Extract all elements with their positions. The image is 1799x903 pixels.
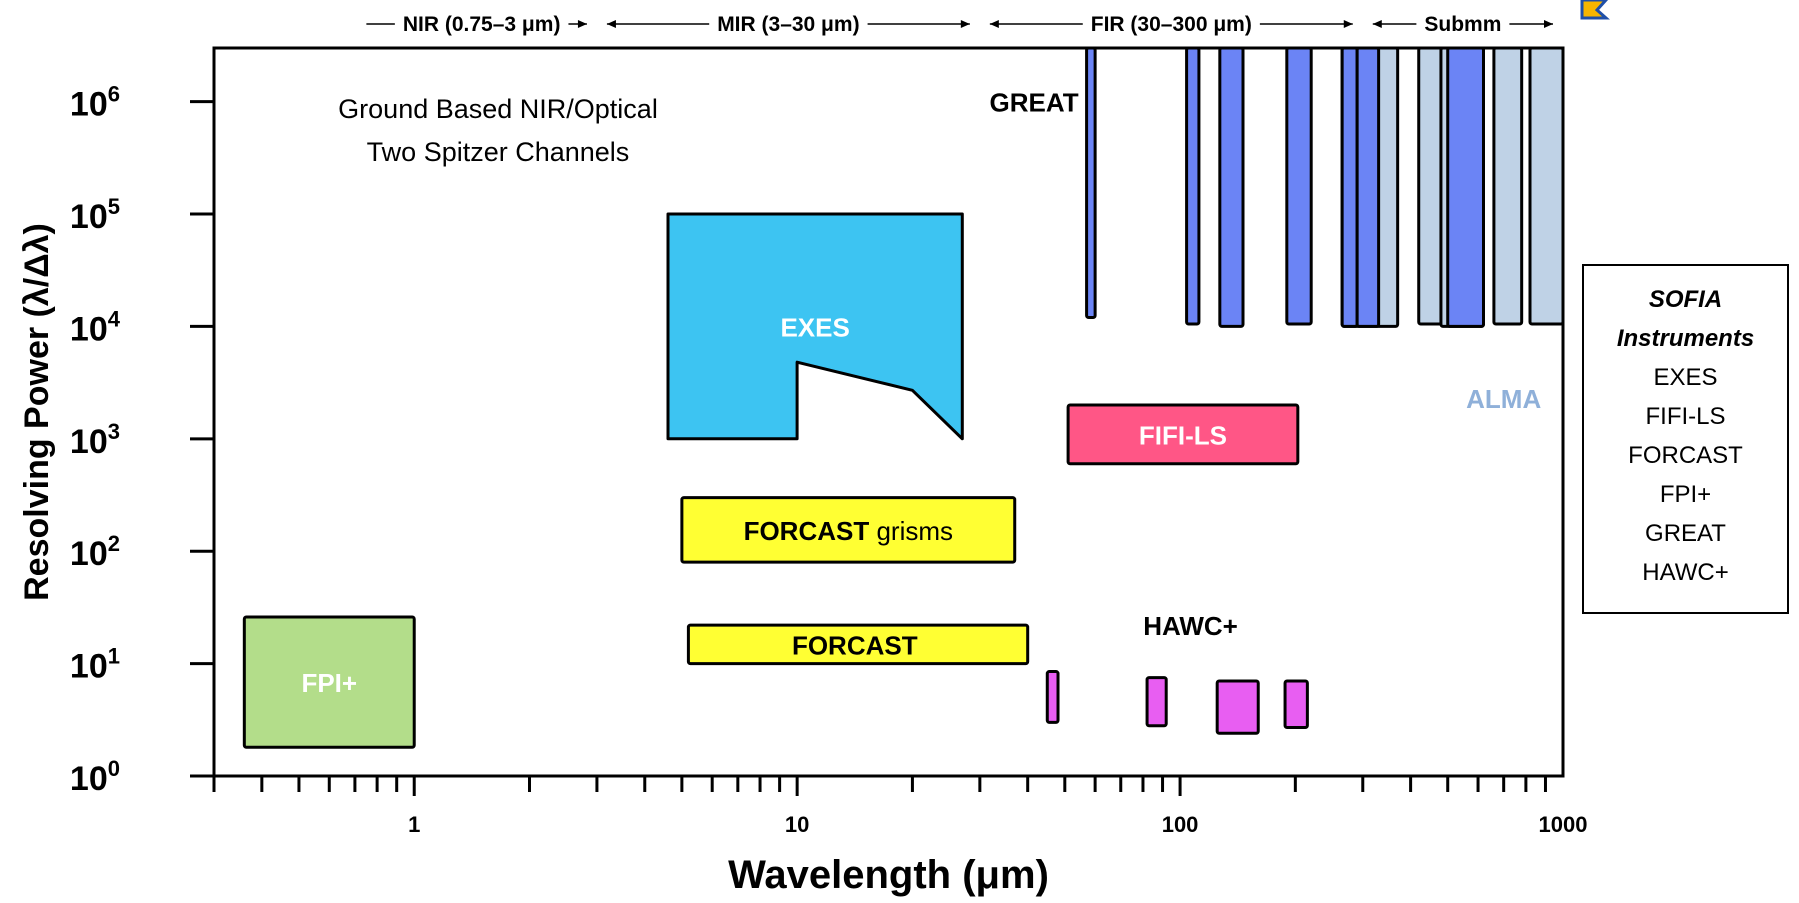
legend-item: HAWC+ <box>1642 559 1729 586</box>
legend-item: EXES <box>1653 364 1718 391</box>
great-region <box>1355 46 1381 328</box>
y-tick-base: 10 <box>70 423 108 461</box>
annotation-text: Two Spitzer Channels <box>367 137 630 167</box>
great-region <box>1340 46 1359 328</box>
forcast-region <box>686 623 1030 666</box>
forcast-label-extra: grisms <box>869 516 953 546</box>
great-label-name: GREAT <box>990 88 1079 118</box>
y-tick-label: 106 <box>70 82 120 124</box>
y-tick-exponent: 4 <box>108 306 121 331</box>
band-label: FIR (30–300 μm) <box>1091 13 1252 36</box>
y-tick-base: 10 <box>70 86 108 124</box>
y-tick-base: 10 <box>70 198 108 236</box>
great-region <box>1085 46 1097 320</box>
band-label: Submm <box>1424 13 1501 36</box>
great-region <box>1285 46 1313 326</box>
band-arrowhead-left <box>989 20 999 28</box>
band-arrowhead-right <box>577 20 587 28</box>
y-tick-label: 103 <box>70 419 120 461</box>
legend-title-line: Instruments <box>1616 325 1755 352</box>
legend-item: FPI+ <box>1659 481 1712 508</box>
forcast-label-name: FORCAST <box>792 630 918 660</box>
band-arrowhead-right <box>960 20 970 28</box>
fpi-region <box>242 615 416 749</box>
legend-item: GREAT <box>1645 520 1726 547</box>
corner-arrow-icon <box>1580 0 1610 20</box>
band-arrowhead-left <box>606 20 616 28</box>
y-tick-exponent: 6 <box>108 82 120 107</box>
annotation-text: Ground Based NIR/Optical <box>338 94 658 124</box>
y-tick-base: 10 <box>70 535 108 573</box>
alma-region <box>1492 46 1524 326</box>
x-axis-label: Wavelength (μm) <box>728 853 1049 897</box>
great-region <box>1446 46 1486 328</box>
fifi-ls-label: FIFI-LS <box>1139 420 1227 450</box>
wavelength-band-labels: NIR (0.75–3 μm) MIR (3–30 μm) FIR (30–300 … <box>366 13 1553 36</box>
forcast-label-name: FORCAST <box>744 516 870 546</box>
hawc-region <box>1145 676 1168 728</box>
plot-area <box>212 46 1565 778</box>
hawc-region <box>1045 670 1060 724</box>
y-tick-label: 101 <box>70 644 120 686</box>
alma-region <box>1528 46 1565 326</box>
band-label: NIR (0.75–3 μm) <box>403 13 561 36</box>
y-tick-label: 104 <box>70 306 121 348</box>
forcast-label: FORCAST <box>792 630 918 660</box>
x-tick-label: 10 <box>785 812 809 837</box>
fpi-label: FPI+ <box>301 668 357 698</box>
y-tick-base: 10 <box>70 760 108 798</box>
band-arrowhead-right <box>1343 20 1353 28</box>
y-axis-label: Resolving Power (λ/Δλ) <box>18 223 56 601</box>
x-tick-label: 100 <box>1162 812 1199 837</box>
exes-label-name: EXES <box>780 312 849 342</box>
chart-annotations: Ground Based NIR/Optical Two Spitzer Chan… <box>338 94 658 167</box>
hawc-region <box>1283 679 1309 730</box>
y-tick-exponent: 0 <box>108 756 120 781</box>
fifi-ls-region <box>1066 403 1300 466</box>
fpi-label-name: FPI+ <box>301 668 357 698</box>
great-region <box>1185 46 1201 326</box>
hawc-label-name: HAWC+ <box>1143 611 1238 641</box>
x-tick-label: 1 <box>408 812 420 837</box>
y-tick-exponent: 3 <box>108 419 120 444</box>
y-tick-exponent: 2 <box>108 531 120 556</box>
y-tick-label: 105 <box>70 194 120 236</box>
alma-label: ALMA <box>1466 384 1541 414</box>
y-tick-label: 102 <box>70 531 120 573</box>
band-arrowhead-left <box>1372 20 1382 28</box>
legend-box: SOFIA Instruments EXES FIFI-LS FORCAST F… <box>1582 264 1789 614</box>
x-tick-label: 1000 <box>1539 812 1588 837</box>
band-arrowhead-right <box>1544 20 1553 28</box>
forcast-region <box>680 496 1017 564</box>
instrument-regions <box>242 46 1565 749</box>
exes-region <box>666 212 964 441</box>
y-tick-exponent: 1 <box>108 644 120 669</box>
band-label: MIR (3–30 μm) <box>717 13 859 36</box>
legend-item: FORCAST <box>1628 442 1743 469</box>
hawc-region <box>1215 679 1260 735</box>
legend-title-line: SOFIA <box>1648 286 1723 313</box>
y-tick-exponent: 5 <box>108 194 120 219</box>
forcast-label: FORCAST grisms <box>744 516 953 546</box>
great-region <box>1218 46 1245 328</box>
y-tick-base: 10 <box>70 648 108 686</box>
great-label: GREAT <box>990 88 1079 118</box>
y-tick-base: 10 <box>70 310 108 348</box>
fifi-ls-label-name: FIFI-LS <box>1139 420 1227 450</box>
legend-item: FIFI-LS <box>1645 403 1726 430</box>
y-tick-label: 100 <box>70 756 120 798</box>
hawc-label: HAWC+ <box>1143 611 1238 641</box>
exes-label: EXES <box>780 312 849 342</box>
